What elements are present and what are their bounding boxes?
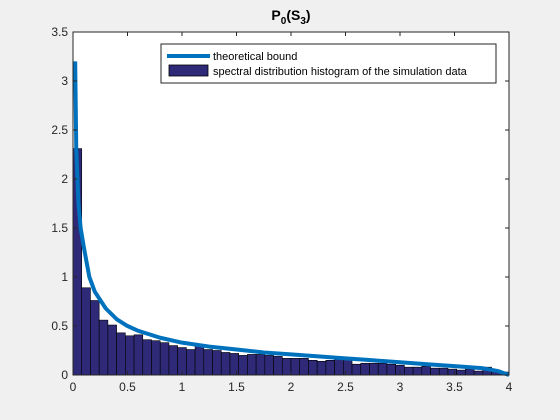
legend-label-bars: spectral distribution histogram of the s… <box>213 66 468 78</box>
histogram-bar <box>98 319 109 376</box>
x-tick-label: 2.5 <box>337 380 354 394</box>
histogram-bar <box>229 353 239 376</box>
title-base: P <box>271 7 280 23</box>
histogram-bar <box>159 342 170 376</box>
title-paren-open: (S <box>286 7 300 23</box>
histogram-bar <box>456 369 466 376</box>
histogram-bar <box>151 340 161 376</box>
histogram-bar <box>255 354 266 376</box>
theoretical-bound-line <box>73 61 510 377</box>
y-tick-label: 1.5 <box>51 221 68 235</box>
y-tick-label: 2.5 <box>51 123 68 137</box>
histogram-bar <box>81 287 91 376</box>
histogram-bar <box>116 332 126 376</box>
histogram-bar <box>316 360 327 376</box>
histogram-bar <box>212 350 222 376</box>
histogram-bar <box>290 358 301 376</box>
histogram-bar <box>334 358 344 376</box>
x-tick-label: 1.5 <box>228 380 245 394</box>
histogram-bar <box>220 352 231 376</box>
histogram-bar <box>421 365 431 376</box>
histogram-bar <box>438 367 449 376</box>
histogram-bar <box>133 334 144 376</box>
histogram-bar <box>125 335 135 376</box>
legend: theoretical bound spectral distribution … <box>160 43 497 84</box>
histogram-bar <box>247 354 257 376</box>
histogram-bar <box>186 349 196 376</box>
histogram-bar <box>325 359 335 376</box>
legend-box <box>160 43 497 84</box>
histogram-bar <box>177 347 187 376</box>
histogram-bar <box>343 359 353 376</box>
y-axis: 0 0.5 1 1.5 2 2.5 3 3.5 <box>51 25 509 382</box>
histogram-bar <box>377 362 388 376</box>
histogram-bar <box>430 367 440 376</box>
histogram-bar <box>465 368 475 376</box>
histogram-bar <box>369 362 379 376</box>
x-tick-label: 2 <box>288 380 295 394</box>
histogram-bar <box>386 363 396 376</box>
histogram-bar <box>351 363 362 376</box>
histogram-bar <box>447 368 457 376</box>
plot-area <box>73 32 509 375</box>
histogram-bar <box>281 358 292 376</box>
histogram-bar <box>238 355 248 376</box>
histogram-bar <box>90 300 100 376</box>
histogram-bar <box>107 324 117 376</box>
x-tick-label: 1 <box>179 380 186 394</box>
x-tick-label: 3 <box>397 380 404 394</box>
histogram-bar <box>360 362 370 376</box>
y-tick-label: 2 <box>61 172 68 186</box>
legend-label-line: theoretical bound <box>213 51 297 63</box>
histogram-bar <box>308 359 318 376</box>
chart-title: P0(S3) <box>271 7 310 27</box>
x-tick-label: 0.5 <box>119 380 136 394</box>
histogram-bar <box>473 370 484 376</box>
title-sub1: 0 <box>281 16 287 27</box>
histogram-bar <box>273 356 283 376</box>
y-tick-label: 0.5 <box>51 319 68 333</box>
y-tick-label: 3 <box>61 74 68 88</box>
legend-bar-swatch <box>168 64 209 77</box>
y-tick-label: 3.5 <box>51 25 68 39</box>
x-tick-label: 4 <box>506 380 513 394</box>
bound-line-layer <box>73 61 510 377</box>
y-tick-label: 0 <box>61 368 68 382</box>
title-paren-close: ) <box>306 7 311 23</box>
title-sub2: 3 <box>300 16 306 27</box>
histogram-bar <box>168 345 178 376</box>
histogram-bar <box>299 358 309 376</box>
histogram-bar <box>142 339 152 376</box>
x-tick-label: 3.5 <box>446 380 463 394</box>
histogram-bar <box>194 345 205 376</box>
histogram-bar <box>404 366 414 376</box>
y-tick-label: 1 <box>61 270 68 284</box>
x-axis: 0 0.5 1 1.5 2 2.5 3 3.5 4 <box>70 32 513 394</box>
x-tick-label: 0 <box>70 380 77 394</box>
histogram-bar <box>264 355 274 376</box>
histogram-bar <box>412 366 423 376</box>
histogram-bar <box>203 349 213 376</box>
